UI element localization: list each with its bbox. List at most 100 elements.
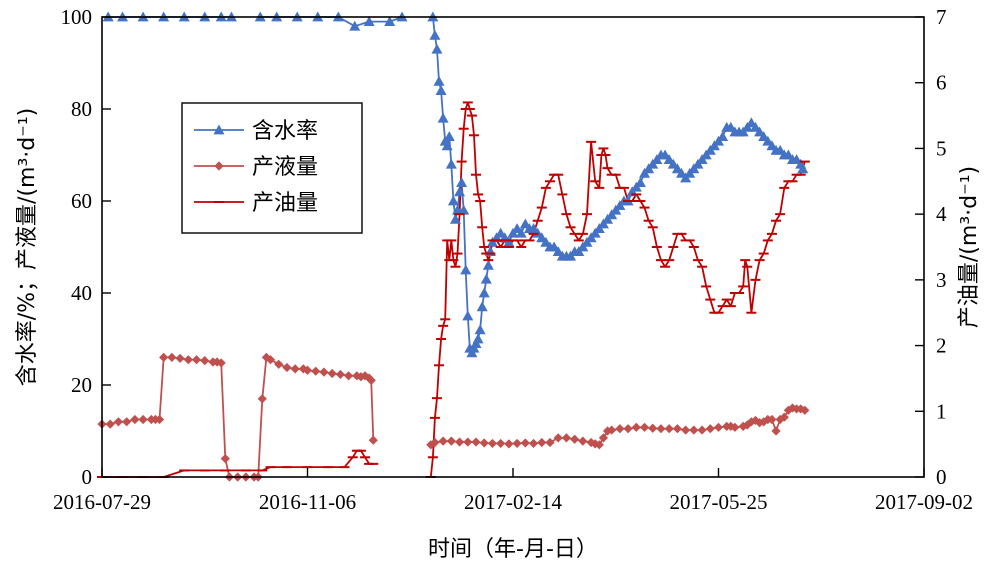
water-cut-point [384,16,396,26]
legend-liquid-rate-marker [214,161,224,171]
liquid-rate-point [553,433,563,443]
liquid-rate-point [261,352,271,362]
water-cut-point [797,163,809,174]
liquid-rate-point [713,422,724,432]
y-left-tick-label: 60 [71,189,92,213]
water-cut-point [447,195,459,206]
liquid-rate-point [257,394,267,404]
liquid-rate-point [689,425,699,435]
water-cut-point [349,20,361,31]
liquid-rate-point [594,440,604,450]
x-tick-label: 2016-07-29 [53,490,151,514]
liquid-rate-point [607,425,617,435]
liquid-rate-point [471,437,481,447]
water-cut-point [429,29,441,40]
water-cut-point [503,236,515,247]
x-axis: 2016-07-29 2016-11-06 2017-02-14 2017-05-25… [53,468,973,514]
water-cut-point [363,16,375,26]
water-cut-point [454,186,466,197]
liquid-rate-point [302,365,313,375]
liquid-rate-point [282,362,292,373]
liquid-rate-point [512,438,522,449]
water-cut-line [432,16,804,354]
legend-water-cut-label: 含水率 [252,119,318,144]
y-left-tick-label: 20 [71,373,92,397]
y-axis-right: 0 1 2 3 4 5 6 7 [915,5,947,489]
liquid-rate-point [216,358,226,368]
water-cut-point [474,324,486,335]
y-right-tick-label: 2 [936,334,947,358]
liquid-rate-point [360,371,370,381]
liquid-rate-point [265,355,276,365]
liquid-rate-point [344,371,354,381]
liquid-rate-point [298,364,308,374]
oil-rate-line [429,101,806,478]
water-cut-line [260,16,403,28]
liquid-rate-point [648,423,658,433]
y-right-tick-label: 0 [936,465,947,489]
water-cut-point [437,112,449,123]
water-cut-point [449,213,461,224]
liquid-rate-point [138,414,148,425]
water-cut-point [433,75,445,86]
liquid-rate-point [504,439,514,449]
y-left-tick-label: 0 [82,465,93,489]
water-cut-point [482,259,494,270]
liquid-rate-point [697,425,707,435]
water-cut-point [458,204,470,215]
liquid-rate-point [430,437,440,448]
liquid-rate-point [327,368,337,379]
x-tick-label: 2017-05-25 [670,490,768,514]
y-right-tick-label: 4 [936,202,947,226]
legend-box [181,102,363,234]
liquid-rate-point [274,359,284,369]
liquid-rate-point [771,426,781,436]
water-cut-point [435,85,447,95]
water-cut-point [460,264,472,275]
water-cut-point [441,140,453,151]
liquid-rate-point [159,352,169,362]
liquid-rate-point [545,437,555,448]
y-axis-left: 0 20 40 60 80 100 [61,5,111,489]
liquid-rate-point [750,415,761,426]
liquid-rate-point [672,424,682,434]
legend-oil-rate-label: 产油量 [252,191,318,216]
water-cut-point [634,177,646,187]
liquid-rate-point [561,433,572,443]
water-cut-point [515,227,527,238]
liquid-rate-point [487,438,498,449]
liquid-rate-point [570,434,580,444]
liquid-rate-point [463,437,473,447]
y-right-tick-label: 6 [936,71,947,95]
x-tick-label: 2017-09-02 [875,490,973,514]
liquid-rate-point [368,435,378,445]
liquid-rate-point [738,421,748,431]
liquid-rate-point [779,412,789,422]
liquid-rate-point [681,425,691,435]
liquid-rate-point [496,438,506,449]
y-axis-right-title: 产油量/(m³·d⁻¹) [957,166,982,328]
liquid-rate-point [113,417,124,427]
water-cut-point [456,177,468,187]
liquid-rate-point [220,454,230,464]
legend-liquid-rate-label: 产液量 [252,155,318,180]
y-left-tick-label: 40 [71,281,92,305]
y-right-tick-label: 7 [936,5,947,29]
liquid-rate-point [755,418,765,428]
liquid-rate-point [664,424,674,434]
liquid-rate-point [183,355,193,365]
liquid-rate-point [656,424,666,434]
liquid-rate-point [730,422,740,432]
x-axis-title: 时间（年-月-日） [428,537,598,562]
water-cut-point [431,43,443,54]
liquid-rate-point [366,375,376,385]
x-tick-label: 2017-02-14 [464,490,562,514]
liquid-rate-point [631,422,641,432]
liquid-rate-point [615,424,625,434]
liquid-rate-point [446,436,456,446]
water-cut-point [443,131,455,141]
liquid-rate-point [319,367,329,377]
y-right-tick-label: 3 [936,268,947,292]
liquid-rate-point [578,436,588,446]
